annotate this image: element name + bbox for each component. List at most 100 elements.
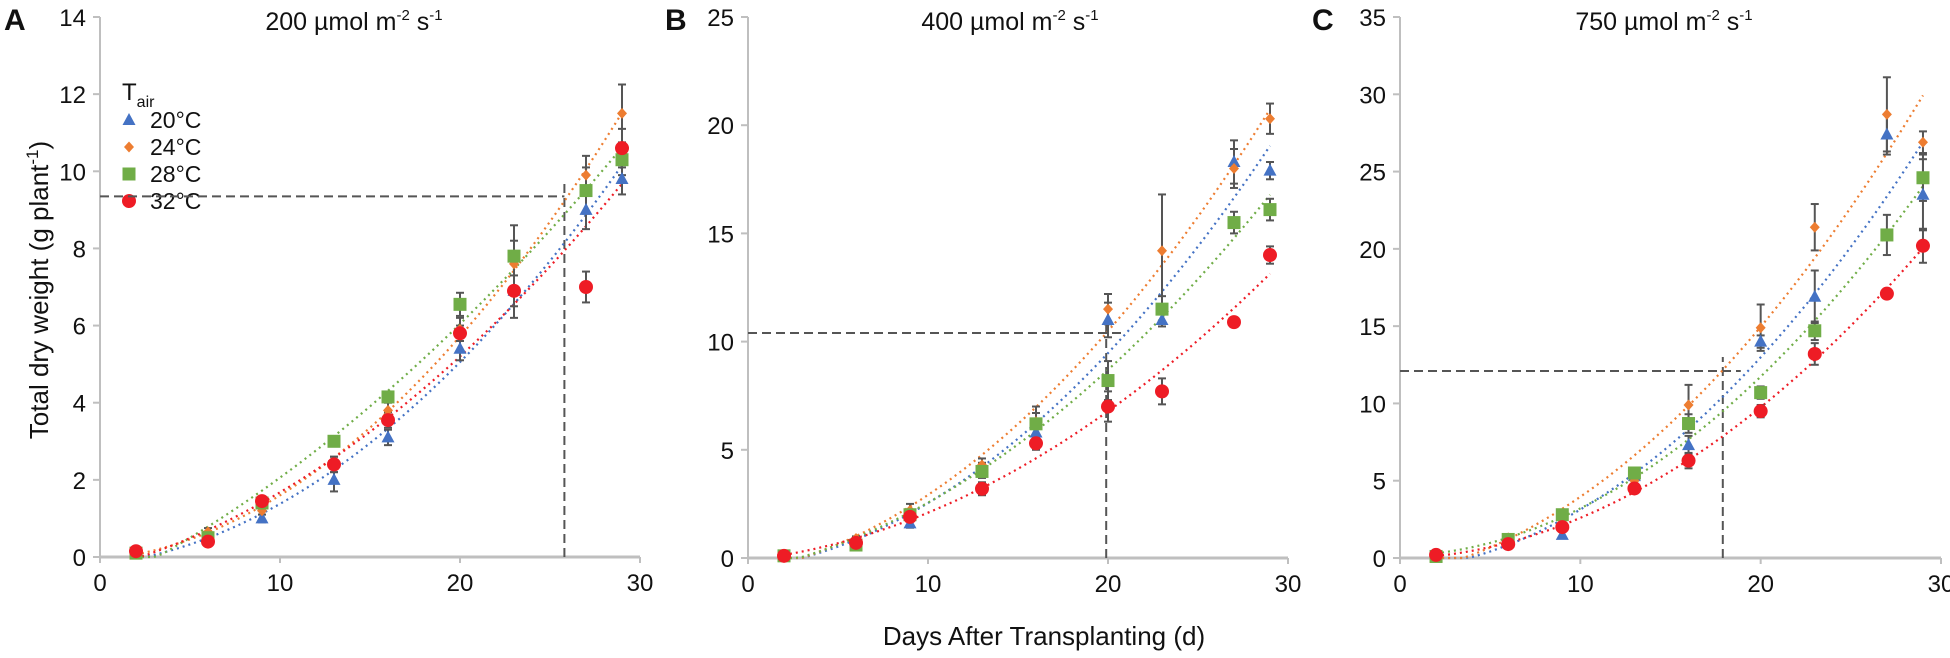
marker-triangle [122,113,136,125]
marker-diamond [581,169,591,181]
marker-circle [201,534,215,549]
marker-circle [1101,399,1115,414]
panel-letter-c: C [1312,4,1334,37]
marker-diamond [1157,245,1167,257]
marker-square [1808,324,1822,338]
marker-circle [1155,384,1169,399]
x-tick-label: 10 [915,571,942,598]
marker-square [1627,466,1641,480]
marker-circle [1227,315,1241,330]
marker-circle [1915,238,1930,253]
x-tick-label: 30 [1928,571,1950,598]
y-tick-label: 25 [707,5,734,32]
trendline-20c [136,164,623,559]
x-tick-label: 0 [93,570,106,597]
marker-square [381,390,395,404]
marker-triangle [579,202,593,215]
y-tick-label: 8 [73,236,86,263]
panel-title: 750 µmol m-2 s-1 [1575,7,1752,36]
x-tick-label: 20 [447,570,474,597]
panel-b: B 400 µmol m-2 s-1 0 5 10 15 20 25 0 10 20 30 [665,4,1301,598]
marker-circle [579,280,593,294]
marker-diamond [383,404,393,416]
y-tick-label: 30 [1359,82,1386,109]
marker-circle [1029,436,1043,451]
panel-letter-a: A [4,4,26,37]
trendline-32c [783,272,1271,557]
legend-label: 24°C [150,134,201,160]
x-tick-label: 20 [1747,571,1774,598]
marker-circle [1429,547,1444,562]
marker-circle [1627,481,1642,496]
x-tick-label: 30 [627,570,654,597]
y-tick-label: 0 [1373,546,1386,573]
x-tick-label: 10 [1567,571,1594,598]
marker-square [579,184,593,198]
marker-triangle [1754,334,1768,347]
marker-circle [1753,404,1768,419]
y-tick-label: 6 [73,314,86,341]
marker-triangle [1263,163,1277,176]
marker-circle [453,326,467,341]
y-tick-label: 5 [1373,469,1386,496]
y-tick-label: 20 [1359,237,1386,264]
marker-circle [615,141,629,156]
marker-triangle [381,430,395,443]
legend-label: 20°C [150,107,201,133]
marker-diamond [617,107,627,119]
marker-diamond [1809,221,1820,233]
marker-square [327,434,341,448]
y-tick-label: 14 [59,5,86,32]
marker-triangle [1029,425,1043,438]
trendline-24c [784,108,1271,560]
marker-square [1555,508,1569,522]
marker-triangle [1155,312,1169,325]
trendline-32c [135,182,623,559]
panel-c: C 750 µmol m-2 s-1 0 5 10 15 20 25 30 35 0 10 20 30 [1312,4,1950,598]
panel-a: A 200 µmol m-2 s-1 0 2 4 6 8 10 12 14 0 10 20 30 [4,4,653,597]
marker-triangle [327,472,341,485]
marker-square [1263,203,1277,217]
legend-label: 32°C [150,188,201,214]
panel-letter-b: B [665,4,687,37]
marker-triangle [1808,289,1822,302]
legend-label: 28°C [150,161,201,187]
y-axis-label: Total dry weight (g plant-1) [23,141,54,439]
marker-square [1754,386,1768,400]
marker-diamond [1917,136,1928,148]
y-tick-label: 0 [73,545,86,572]
marker-diamond [1229,162,1239,174]
y-tick-label: 35 [1359,5,1386,32]
marker-square [1101,374,1115,388]
marker-square [1916,171,1930,185]
x-tick-label: 0 [741,571,754,598]
marker-triangle [1916,187,1930,200]
x-tick-label: 20 [1095,571,1122,598]
marker-diamond [1103,303,1113,315]
marker-circle [1501,537,1516,552]
marker-circle [849,535,863,550]
marker-triangle [1880,127,1894,140]
marker-square [453,297,467,311]
marker-square [507,249,521,263]
x-axis-label: Days After Transplanting (d) [883,621,1205,651]
y-tick-label: 0 [721,546,734,573]
marker-circle [777,548,791,563]
marker-triangle [1682,438,1696,451]
marker-circle [975,481,989,496]
marker-triangle [453,341,467,354]
marker-triangle [615,172,629,184]
marker-triangle [255,511,269,524]
marker-square [1155,302,1169,316]
y-tick-label: 4 [73,391,86,418]
y-tick-label: 2 [73,468,86,495]
trendline-24c [1436,94,1924,560]
y-tick-label: 12 [59,82,86,109]
marker-circle [129,544,143,559]
marker-square [1029,417,1043,431]
marker-diamond [1881,108,1892,120]
marker-circle [1263,248,1277,263]
y-tick-label: 15 [1359,314,1386,341]
y-tick-label: 10 [1359,391,1386,418]
trendline-32c [1435,247,1924,558]
